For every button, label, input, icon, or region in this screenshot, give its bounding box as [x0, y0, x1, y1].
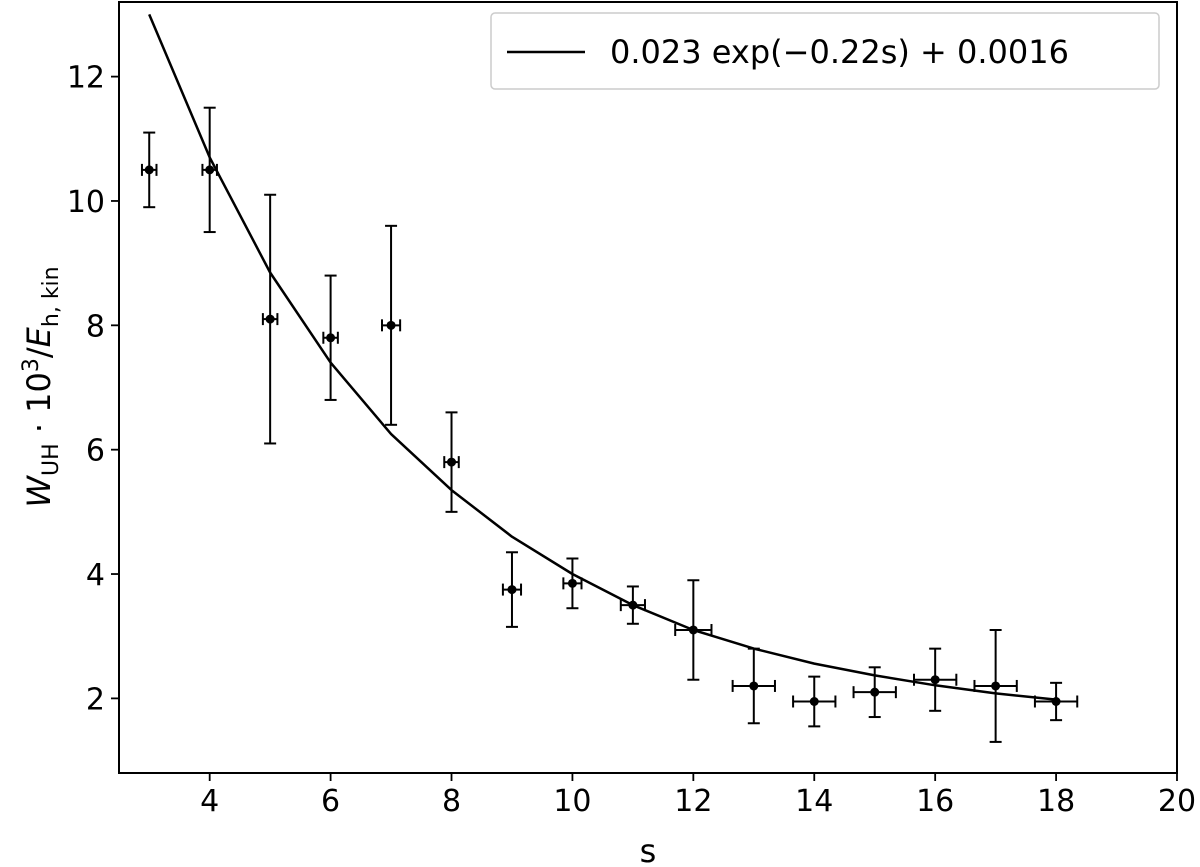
data-point: [144, 165, 154, 175]
error-bar-point: [322, 274, 339, 401]
y-tick-label: 10: [67, 185, 105, 220]
data-point: [386, 320, 396, 330]
error-bar-point: [913, 647, 958, 712]
error-bar-point: [973, 628, 1018, 743]
data-marks: [140, 13, 1079, 743]
error-bar-point: [201, 106, 218, 234]
error-bar-point: [792, 675, 837, 728]
error-bar-point: [1033, 681, 1079, 722]
error-bar-point: [852, 666, 897, 719]
error-bar-point: [443, 411, 460, 513]
y-tick-label: 8: [86, 309, 105, 344]
x-tick-label: 16: [916, 784, 954, 819]
x-tick-label: 20: [1158, 784, 1196, 819]
data-point: [749, 681, 759, 691]
legend: 0.023 exp(−0.22s) + 0.0016: [490, 12, 1160, 90]
data-point: [870, 687, 880, 697]
legend-label: 0.023 exp(−0.22s) + 0.0016: [610, 33, 1069, 71]
data-point: [930, 675, 940, 685]
x-tick-label: 10: [553, 784, 591, 819]
data-point: [507, 585, 517, 595]
data-point: [809, 696, 819, 706]
fit-line: [148, 13, 1057, 701]
axes: 4 6 8 10 12 14 16 18 20 2 4 6 8 10 12: [67, 61, 1196, 819]
error-bar-point: [731, 647, 776, 725]
error-bar-point: [380, 224, 402, 426]
data-point: [447, 457, 457, 467]
error-bar-point: [619, 585, 646, 625]
x-axis-label: s: [640, 832, 657, 867]
x-tick-label: 8: [442, 784, 461, 819]
data-point: [326, 333, 336, 343]
y-tick-label: 6: [86, 434, 105, 469]
error-bar-point: [562, 557, 583, 610]
x-tick-label: 18: [1037, 784, 1075, 819]
y-tick-label: 4: [86, 558, 105, 593]
error-bar-point: [501, 551, 523, 628]
x-tick-label: 6: [321, 784, 340, 819]
y-axis-label: WUH · 103/Eh, kin: [19, 266, 64, 507]
x-tick-label: 14: [795, 784, 833, 819]
data-point: [991, 681, 1001, 691]
data-point: [688, 625, 698, 635]
plot-area: [119, 2, 1177, 773]
y-tick-label: 2: [86, 682, 105, 717]
data-point: [265, 314, 275, 324]
data-point: [567, 578, 577, 588]
legend-box: [490, 12, 1160, 90]
data-point: [1051, 696, 1061, 706]
data-point: [628, 600, 638, 610]
x-tick-label: 4: [200, 784, 219, 819]
plot-frame: [118, 1, 1178, 774]
error-bar-point: [261, 193, 279, 445]
error-bar-point: [140, 131, 158, 209]
x-tick-label: 12: [674, 784, 712, 819]
y-tick-label: 12: [67, 61, 105, 96]
error-bar-point: [674, 579, 713, 681]
data-point: [205, 165, 215, 175]
